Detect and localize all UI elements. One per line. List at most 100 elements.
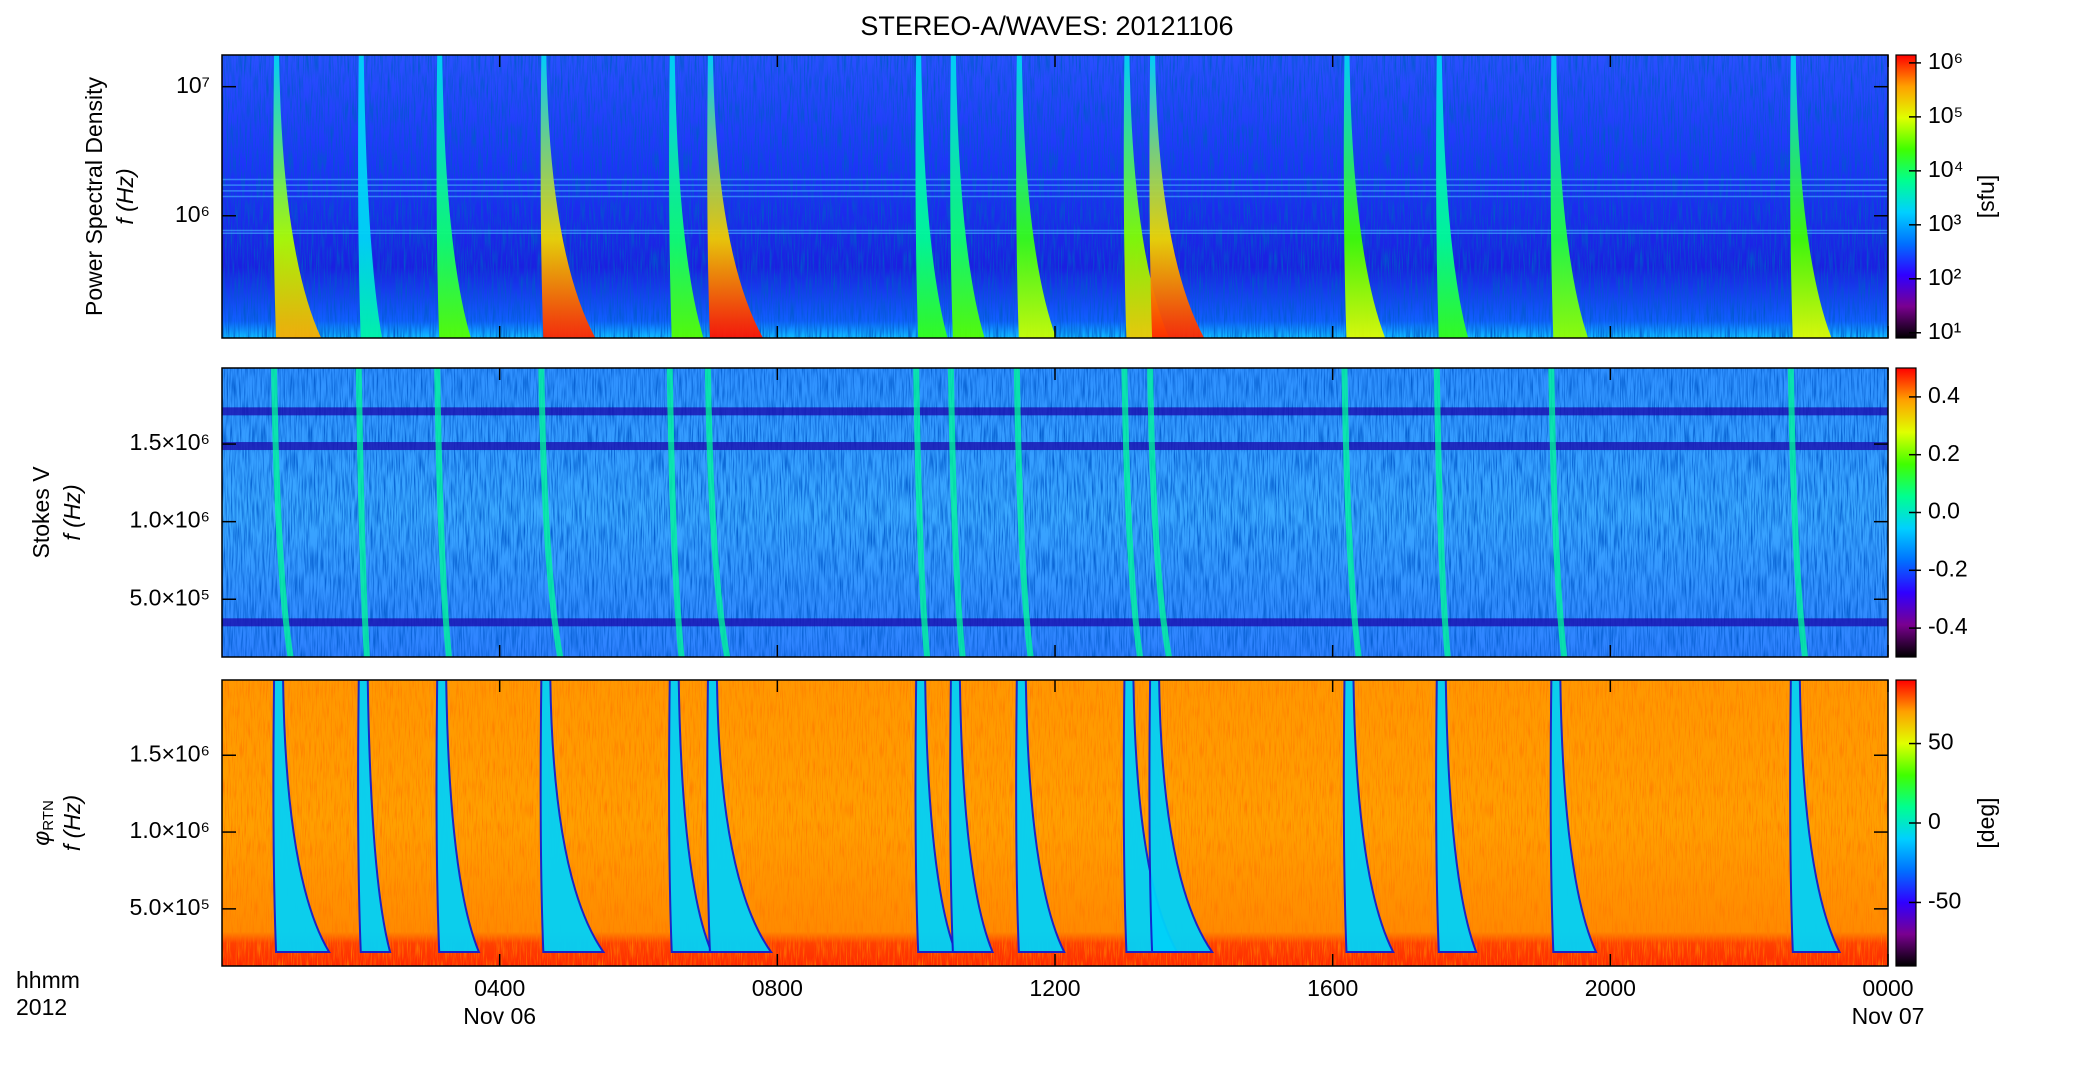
y-axis-label: f (Hz): [112, 168, 138, 224]
colorbar-tick-label: 0.4: [1928, 382, 1960, 408]
y-tick-label: 10⁶: [175, 201, 210, 227]
rfi-band: [222, 442, 1888, 451]
colorbar-tick-label: 0: [1928, 808, 1941, 834]
x-tick-label: 2000: [1585, 975, 1636, 1001]
y-axis-label: f (Hz): [59, 795, 85, 851]
y-axis-label-text: Power Spectral Density: [81, 76, 107, 316]
y-axis-label: f (Hz): [59, 484, 85, 540]
colorbar-label: [deg]: [1973, 797, 1999, 848]
panel: 5.0×10⁵ 1.0×10⁶ 1.5×10⁶ φRTN f (Hz) -50 0 50 [de…: [28, 679, 1999, 967]
burst: [1787, 368, 1809, 657]
burst: [538, 368, 564, 657]
colorbar-tick-label: 0.2: [1928, 440, 1960, 466]
burst: [273, 55, 322, 338]
burst: [357, 680, 392, 953]
burst: [1435, 680, 1478, 953]
burst: [706, 680, 773, 953]
burst: [355, 368, 370, 657]
spectrogram-noise: [222, 368, 1888, 657]
x-axis-label: 2012: [16, 994, 67, 1020]
burst: [1015, 680, 1066, 953]
colorbar-tick-label: -0.4: [1928, 613, 1968, 639]
burst: [272, 680, 331, 953]
x-tick-label: 0000: [1862, 975, 1913, 1001]
colorbar-tick-label: -0.2: [1928, 555, 1968, 581]
burst: [358, 55, 383, 338]
burst: [913, 368, 931, 657]
x-tick-label: 1600: [1307, 975, 1358, 1001]
colorbar-tick-label: 10⁴: [1928, 156, 1963, 182]
y-tick-label: 5.0×10⁵: [129, 894, 210, 920]
y-tick-label: 1.5×10⁶: [130, 429, 210, 455]
burst: [947, 368, 966, 657]
x-tick-label: 0400: [474, 975, 525, 1001]
colorbar-tick-label: 10³: [1928, 210, 1962, 236]
burst: [704, 368, 731, 657]
burst: [1789, 680, 1842, 953]
burst: [950, 55, 985, 338]
spectrogram-noise: [222, 680, 1888, 966]
y-axis-label-subscript: RTN: [40, 800, 57, 831]
burst: [669, 55, 704, 338]
colorbar-tick-label: 10²: [1928, 264, 1962, 290]
y-tick-label: 10⁷: [176, 72, 210, 98]
burst: [1548, 368, 1568, 657]
panel-image: [222, 55, 1888, 338]
rfi-band: [222, 407, 1888, 416]
colorbar-tick-label: -50: [1928, 888, 1961, 914]
colorbar: [1895, 54, 1917, 339]
burst: [271, 368, 294, 657]
burst: [1123, 55, 1170, 338]
panel: 10⁶ 10⁷ Power Spectral Density f (Hz) 10¹ 10²…: [81, 48, 1999, 344]
colorbar-tick-label: 50: [1928, 729, 1954, 755]
burst: [436, 55, 471, 338]
burst: [539, 680, 606, 953]
x-tick-label: 0800: [752, 975, 803, 1001]
panel-image: [222, 368, 1888, 657]
burst: [949, 680, 995, 953]
y-tick-label: 5.0×10⁵: [129, 584, 210, 610]
y-tick-label: 1.0×10⁶: [130, 507, 210, 533]
burst: [1790, 55, 1832, 338]
rfi-band: [222, 618, 1888, 627]
y-axis-label: Stokes V: [28, 466, 54, 559]
burst: [540, 55, 596, 338]
burst: [1433, 368, 1451, 657]
burst: [915, 55, 948, 338]
y-axis-label: Power Spectral Density: [81, 76, 107, 316]
x-tick-label: 1200: [1029, 975, 1080, 1001]
y-axis-label: φRTN: [28, 800, 57, 846]
burst: [1341, 368, 1362, 657]
y-axis-label-text: f (Hz): [59, 484, 85, 540]
burst: [1436, 55, 1469, 338]
burst: [1342, 680, 1395, 953]
burst: [1121, 368, 1144, 657]
panel-image: [222, 680, 1888, 966]
burst: [1016, 55, 1057, 338]
burst: [1550, 55, 1589, 338]
date-label: Nov 06: [463, 1003, 536, 1029]
y-tick-label: 1.5×10⁶: [130, 740, 210, 766]
burst: [1013, 368, 1034, 657]
x-axis-label: hhmm: [16, 967, 80, 993]
burst: [666, 368, 685, 657]
burst: [1149, 55, 1205, 338]
burst: [1549, 680, 1598, 953]
burst: [707, 55, 764, 338]
colorbar-label: [sfu]: [1973, 175, 1999, 218]
y-tick-label: 1.0×10⁶: [130, 817, 210, 843]
colorbar-tick-label: 10⁶: [1928, 48, 1963, 74]
chart-title: STEREO-A/WAVES: 20121106: [860, 11, 1233, 41]
burst: [435, 680, 481, 953]
colorbar-tick-label: 10⁵: [1928, 102, 1963, 128]
colorbar-tick-label: 0.0: [1928, 498, 1960, 524]
y-axis-label-text: Stokes V: [28, 466, 54, 559]
y-axis-label-text: f (Hz): [112, 168, 138, 224]
y-axis-label-text: φ: [28, 831, 54, 846]
burst: [1147, 368, 1172, 657]
y-axis-label-text: f (Hz): [59, 795, 85, 851]
burst: [1148, 680, 1215, 953]
